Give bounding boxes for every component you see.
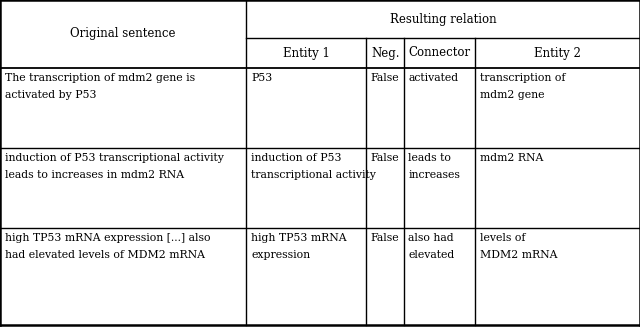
- Text: P53: P53: [252, 73, 273, 83]
- Text: False: False: [370, 153, 399, 163]
- Text: False: False: [370, 233, 399, 243]
- Text: transcription of
mdm2 gene: transcription of mdm2 gene: [480, 73, 565, 100]
- Text: induction of P53 transcriptional activity
leads to increases in mdm2 RNA: induction of P53 transcriptional activit…: [5, 153, 224, 180]
- Text: high TP53 mRNA expression [...] also
had elevated levels of MDM2 mRNA: high TP53 mRNA expression [...] also had…: [5, 233, 211, 260]
- Text: leads to
increases: leads to increases: [408, 153, 460, 180]
- Text: Entity 2: Entity 2: [534, 47, 581, 59]
- Text: Entity 1: Entity 1: [283, 47, 330, 59]
- Text: mdm2 RNA: mdm2 RNA: [480, 153, 543, 163]
- Text: Original sentence: Original sentence: [70, 27, 176, 41]
- Text: The transcription of mdm2 gene is
activated by P53: The transcription of mdm2 gene is activa…: [5, 73, 195, 100]
- Text: induction of P53
transcriptional activity: induction of P53 transcriptional activit…: [252, 153, 376, 180]
- Text: also had
elevated: also had elevated: [408, 233, 455, 260]
- Text: high TP53 mRNA
expression: high TP53 mRNA expression: [252, 233, 347, 260]
- Text: Connector: Connector: [408, 47, 471, 59]
- Text: False: False: [370, 73, 399, 83]
- Text: levels of
MDM2 mRNA: levels of MDM2 mRNA: [480, 233, 557, 260]
- Text: Resulting relation: Resulting relation: [390, 13, 497, 25]
- Text: activated: activated: [408, 73, 459, 83]
- Text: Neg.: Neg.: [371, 47, 399, 59]
